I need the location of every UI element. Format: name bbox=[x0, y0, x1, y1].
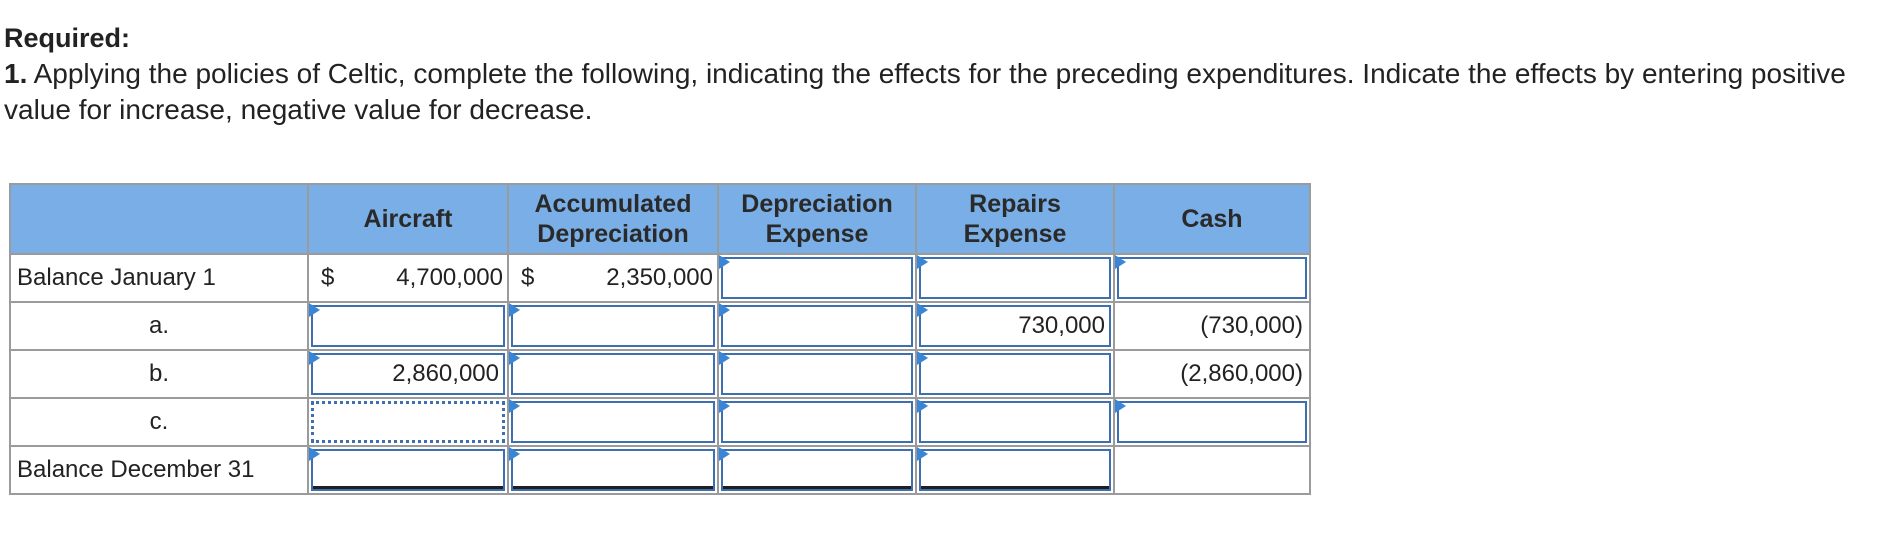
table-row: Balance January 1 $4,700,000 $2,350,000 bbox=[9, 253, 1311, 303]
input-aircraft-dec[interactable] bbox=[311, 449, 505, 491]
cell-repairs-a[interactable]: 730,000 bbox=[915, 301, 1115, 351]
table-row: a. 730,000 (730,000) bbox=[9, 301, 1311, 351]
cell-aircraft-a[interactable] bbox=[307, 301, 509, 351]
input-marker-icon bbox=[719, 303, 730, 317]
input-dep-expense-dec[interactable] bbox=[721, 449, 913, 491]
input-dep-expense-jan[interactable] bbox=[721, 257, 913, 299]
cell-accum-a[interactable] bbox=[507, 301, 719, 351]
input-marker-icon bbox=[719, 351, 730, 365]
input-dep-expense-c[interactable] bbox=[721, 401, 913, 443]
input-marker-icon bbox=[917, 351, 928, 365]
input-aircraft-a[interactable] bbox=[311, 305, 505, 347]
input-marker-icon bbox=[917, 399, 928, 413]
input-dep-expense-a[interactable] bbox=[721, 305, 913, 347]
input-marker-icon bbox=[509, 447, 520, 461]
cell-aircraft-jan: $4,700,000 bbox=[307, 253, 509, 303]
row-label-balance-jan: Balance January 1 bbox=[9, 253, 309, 303]
cell-dep-expense-c[interactable] bbox=[717, 397, 917, 447]
header-blank bbox=[9, 183, 309, 255]
currency-symbol: $ bbox=[521, 264, 535, 291]
cell-accum-jan: $2,350,000 bbox=[507, 253, 719, 303]
table-row: c. bbox=[9, 397, 1311, 447]
required-heading: Required: bbox=[4, 23, 131, 53]
cell-cash-c[interactable] bbox=[1113, 397, 1311, 447]
cell-dep-expense-b[interactable] bbox=[717, 349, 917, 399]
input-marker-icon bbox=[509, 399, 520, 413]
row-label-c: c. bbox=[9, 397, 309, 447]
table-row: b. 2,860,000 (2,860,000) bbox=[9, 349, 1311, 399]
input-accum-b[interactable] bbox=[511, 353, 715, 395]
row-label-balance-dec: Balance December 31 bbox=[9, 445, 309, 495]
cell-aircraft-dec[interactable] bbox=[307, 445, 509, 495]
cell-cash-a: (730,000) bbox=[1113, 301, 1311, 351]
cell-repairs-dec[interactable] bbox=[915, 445, 1115, 495]
value-aircraft-jan: 4,700,000 bbox=[396, 264, 503, 291]
value-accum-jan: 2,350,000 bbox=[606, 264, 713, 291]
row-label-b: b. bbox=[9, 349, 309, 399]
input-marker-icon bbox=[917, 255, 928, 269]
input-marker-icon bbox=[509, 303, 520, 317]
header-repairs-expense: Repairs Expense bbox=[915, 183, 1115, 255]
input-marker-icon bbox=[309, 447, 320, 461]
cell-repairs-c[interactable] bbox=[915, 397, 1115, 447]
input-dep-expense-b[interactable] bbox=[721, 353, 913, 395]
input-accum-a[interactable] bbox=[511, 305, 715, 347]
cell-dep-expense-a[interactable] bbox=[717, 301, 917, 351]
input-repairs-jan[interactable] bbox=[919, 257, 1111, 299]
cell-dep-expense-dec[interactable] bbox=[717, 445, 917, 495]
header-cash: Cash bbox=[1113, 183, 1311, 255]
table-row: Balance December 31 bbox=[9, 445, 1311, 495]
header-aircraft: Aircraft bbox=[307, 183, 509, 255]
instruction-number: 1. bbox=[4, 58, 28, 89]
cell-cash-jan[interactable] bbox=[1113, 253, 1311, 303]
cell-accum-c[interactable] bbox=[507, 397, 719, 447]
currency-symbol: $ bbox=[321, 264, 335, 291]
input-aircraft-b[interactable]: 2,860,000 bbox=[311, 353, 505, 395]
table-header-row: Aircraft Accumulated Depreciation Deprec… bbox=[9, 183, 1311, 255]
cell-accum-b[interactable] bbox=[507, 349, 719, 399]
input-marker-icon bbox=[309, 303, 320, 317]
input-aircraft-c-focused[interactable] bbox=[311, 401, 505, 443]
cell-cash-b: (2,860,000) bbox=[1113, 349, 1311, 399]
input-marker-icon bbox=[719, 399, 730, 413]
instructions: 1. Applying the policies of Celtic, comp… bbox=[4, 56, 1884, 128]
value-cash-a: (730,000) bbox=[1200, 312, 1303, 339]
input-repairs-dec[interactable] bbox=[919, 449, 1111, 491]
input-accum-c[interactable] bbox=[511, 401, 715, 443]
cell-aircraft-c[interactable] bbox=[307, 397, 509, 447]
cell-repairs-b[interactable] bbox=[915, 349, 1115, 399]
input-repairs-b[interactable] bbox=[919, 353, 1111, 395]
input-repairs-a[interactable]: 730,000 bbox=[919, 305, 1111, 347]
input-marker-icon bbox=[509, 351, 520, 365]
row-label-a: a. bbox=[9, 301, 309, 351]
value-cash-b: (2,860,000) bbox=[1180, 360, 1303, 387]
cell-repairs-jan[interactable] bbox=[915, 253, 1115, 303]
header-accumulated-depreciation: Accumulated Depreciation bbox=[507, 183, 719, 255]
cell-accum-dec[interactable] bbox=[507, 445, 719, 495]
effects-table: Aircraft Accumulated Depreciation Deprec… bbox=[9, 183, 1311, 495]
cell-aircraft-b[interactable]: 2,860,000 bbox=[307, 349, 509, 399]
input-marker-icon bbox=[917, 303, 928, 317]
input-marker-icon bbox=[309, 351, 320, 365]
input-marker-icon bbox=[1115, 255, 1126, 269]
input-marker-icon bbox=[719, 447, 730, 461]
header-depreciation-expense: Depreciation Expense bbox=[717, 183, 917, 255]
input-accum-dec[interactable] bbox=[511, 449, 715, 491]
input-cash-c[interactable] bbox=[1117, 401, 1307, 443]
instruction-text: Applying the policies of Celtic, complet… bbox=[4, 58, 1846, 125]
cell-cash-dec bbox=[1113, 445, 1311, 495]
input-marker-icon bbox=[719, 255, 730, 269]
input-cash-jan[interactable] bbox=[1117, 257, 1307, 299]
cell-dep-expense-jan[interactable] bbox=[717, 253, 917, 303]
input-marker-icon bbox=[917, 447, 928, 461]
input-marker-icon bbox=[1115, 399, 1126, 413]
input-repairs-c[interactable] bbox=[919, 401, 1111, 443]
